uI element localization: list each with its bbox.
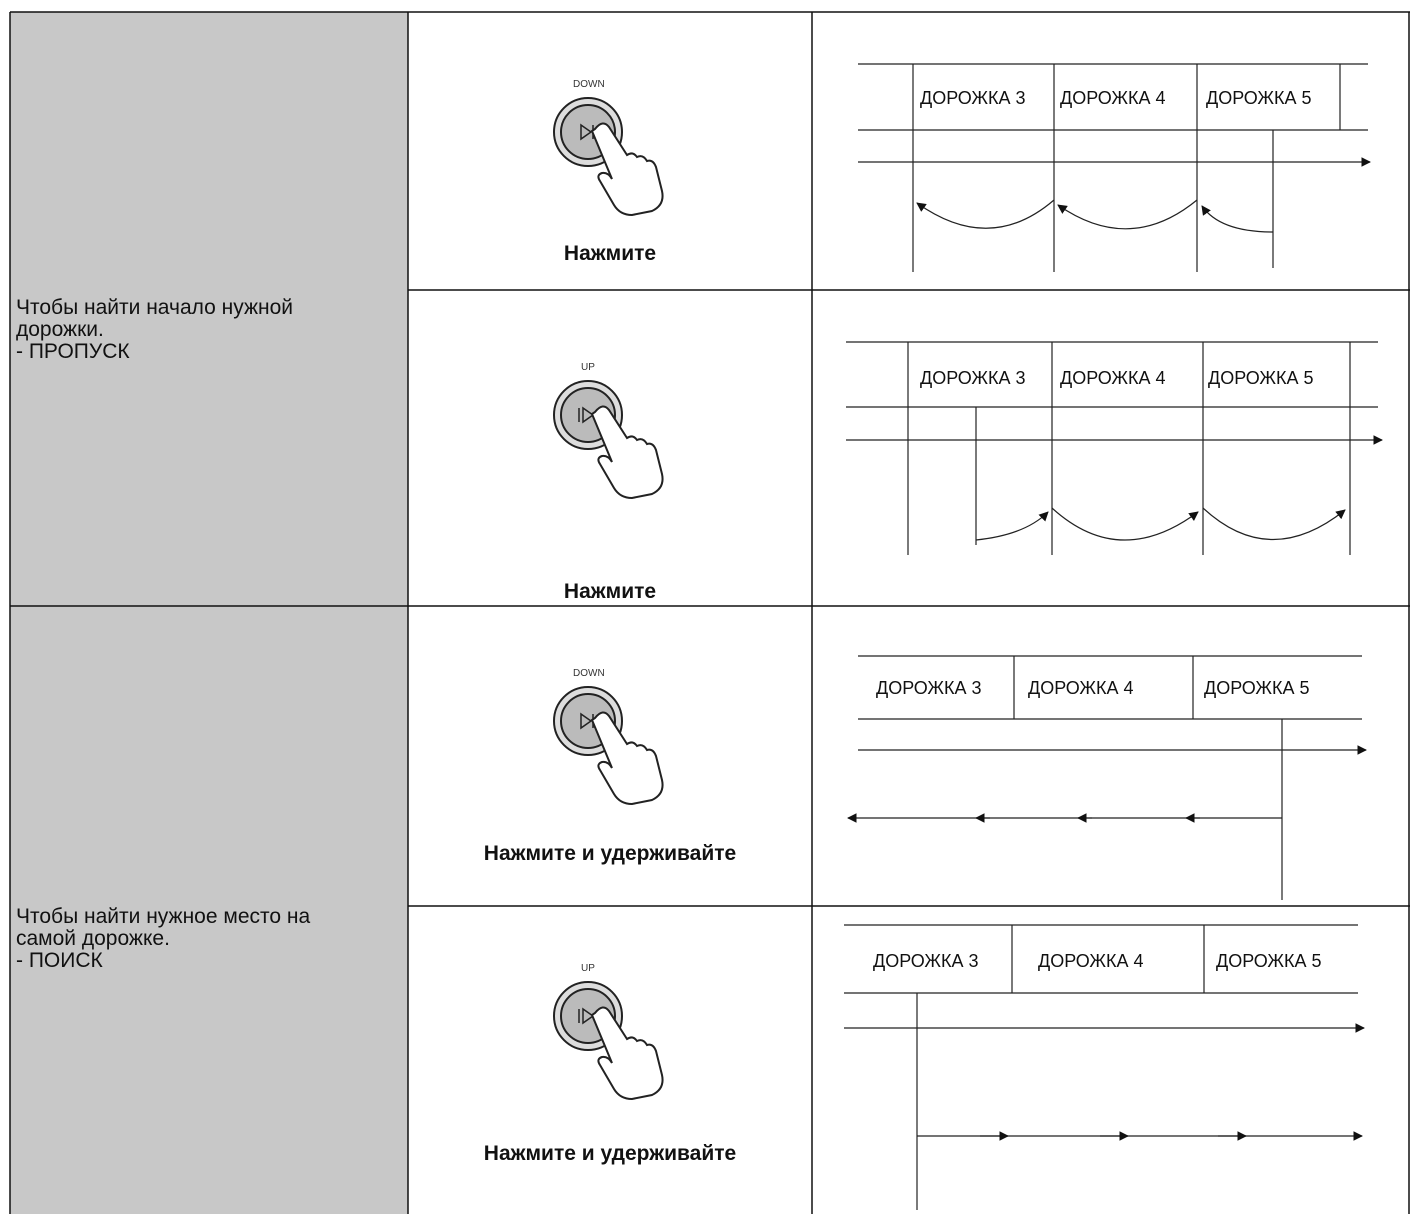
press-hold-caption: Нажмите и удерживайте <box>483 1142 737 1165</box>
description-line: дорожки. <box>16 318 104 341</box>
button-label: UP <box>581 963 595 974</box>
button-label: DOWN <box>573 668 605 679</box>
track-label: ДОРОЖКА 5 <box>1216 951 1322 971</box>
search-down-button-icon: DOWN <box>553 668 664 806</box>
press-up-cell: UP Нажмите <box>408 290 812 606</box>
search-description-cell: Чтобы найти нужное место на самой дорожк… <box>10 606 408 1214</box>
track-label: ДОРОЖКА 5 <box>1208 368 1314 388</box>
press-hold-down-cell: DOWN Нажмите и удерживайте <box>408 606 812 906</box>
track-label: ДОРОЖКА 3 <box>920 368 1026 388</box>
press-down-cell: DOWN Нажмите <box>408 12 812 290</box>
track-label: ДОРОЖКА 4 <box>1038 951 1144 971</box>
search-forward-diagram <box>844 924 1365 1210</box>
track-label: ДОРОЖКА 3 <box>920 88 1026 108</box>
track-label: ДОРОЖКА 3 <box>876 678 982 698</box>
description-line: Чтобы найти начало нужной <box>16 296 294 319</box>
track-label: ДОРОЖКА 4 <box>1060 368 1166 388</box>
track-label: ДОРОЖКА 4 <box>1028 678 1134 698</box>
track-label: ДОРОЖКА 3 <box>873 951 979 971</box>
skip-back-diagram <box>858 63 1371 272</box>
button-label: UP <box>581 362 595 373</box>
track-label: ДОРОЖКА 4 <box>1060 88 1166 108</box>
description-line: Чтобы найти нужное место на <box>16 905 311 928</box>
description-line: самой дорожке. <box>16 927 170 950</box>
track-label: ДОРОЖКА 5 <box>1206 88 1312 108</box>
press-hold-caption: Нажмите и удерживайте <box>483 842 737 865</box>
press-caption: Нажмите <box>563 242 657 265</box>
search-back-diagram <box>847 655 1367 900</box>
description-line: - ПОИСК <box>16 949 103 972</box>
search-up-button-icon: UP <box>553 963 664 1101</box>
press-caption: Нажмите <box>563 580 657 603</box>
skip-description-cell: Чтобы найти начало нужной дорожки. - ПРО… <box>10 12 408 606</box>
skip-forward-diagram <box>846 341 1383 555</box>
track-label: ДОРОЖКА 5 <box>1204 678 1310 698</box>
button-label: DOWN <box>573 79 605 90</box>
skip-up-button-icon: UP <box>553 362 664 500</box>
press-hold-up-cell: UP Нажмите и удерживайте <box>408 906 812 1214</box>
skip-down-button-icon: DOWN <box>553 79 664 217</box>
description-line: - ПРОПУСК <box>16 340 130 363</box>
